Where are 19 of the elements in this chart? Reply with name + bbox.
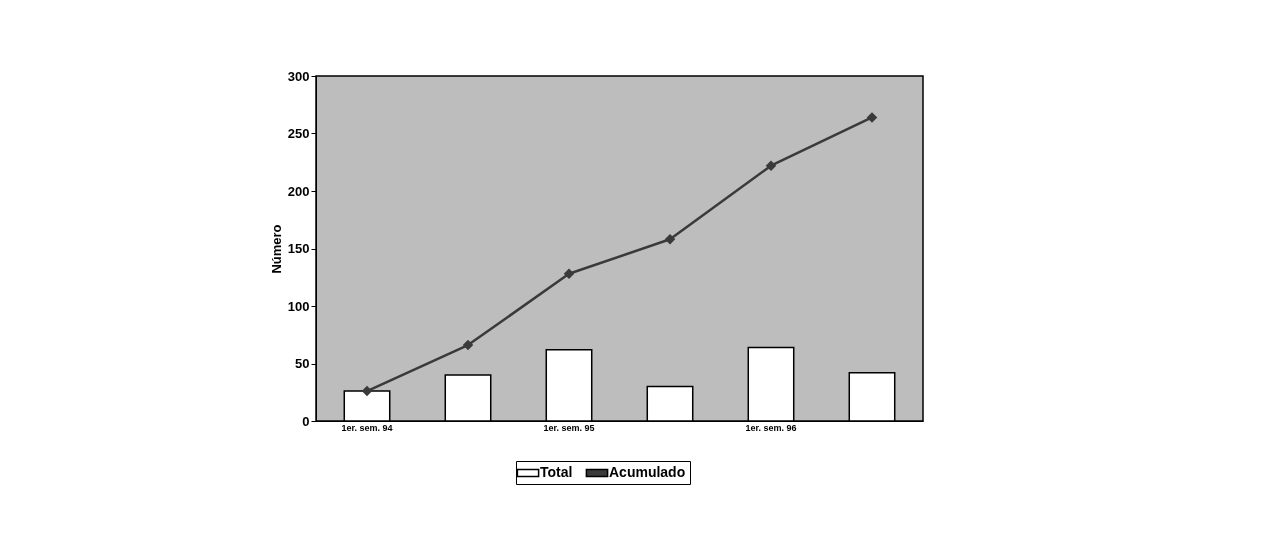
y-axis-title: Número — [268, 224, 284, 274]
y-tick-label: 200 — [287, 183, 310, 199]
y-tick-label: 150 — [287, 241, 310, 256]
y-tick-label: 250 — [287, 126, 310, 141]
y-tick-label: 300 — [287, 68, 310, 84]
point — [563, 268, 575, 280]
point — [866, 112, 878, 123]
y-tick-label: 100 — [287, 298, 310, 314]
x-tick-label: 1er. sem. 95 — [543, 422, 595, 433]
point — [462, 339, 474, 351]
legend-label: Total — [540, 464, 573, 480]
point — [664, 234, 676, 245]
x-tick-label: 1er. sem. 96 — [745, 422, 797, 433]
y-tick-label: 50 — [295, 356, 310, 371]
legend-label: Acumulado — [609, 464, 686, 480]
y-tick-label: 0 — [302, 413, 310, 429]
x-tick-label: 1er. sem. 94 — [341, 422, 393, 433]
point — [765, 160, 777, 171]
point — [361, 385, 373, 397]
